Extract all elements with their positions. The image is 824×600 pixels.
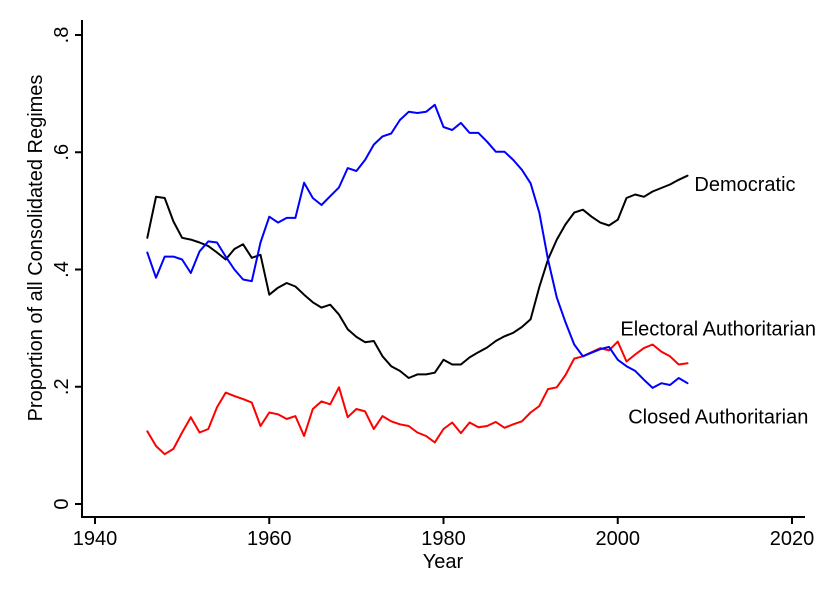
x-tick-label: 2000 [596, 528, 641, 550]
y-axis-title: Proportion of all Consolidated Regimes [25, 75, 47, 422]
series-line-closed-authoritarian [146, 103, 689, 389]
series-layer [146, 103, 689, 456]
series-line-democratic [146, 174, 689, 379]
annotation-layer: Democratic Electoral Authoritarian Closed … [620, 174, 816, 429]
x-tick-label: 1960 [247, 528, 292, 550]
x-tick-label: 1940 [73, 528, 118, 550]
y-tick-label: .6 [51, 144, 73, 161]
series-label-electoral-authoritarian: Electoral Authoritarian [620, 319, 816, 341]
y-tick-label: .4 [51, 261, 73, 278]
x-tick-label: 1980 [421, 528, 466, 550]
y-tick-label: .8 [51, 27, 73, 44]
x-axis-title: Year [423, 551, 464, 573]
series-label-democratic: Democratic [694, 174, 795, 196]
axes-layer: 0 .2 .4 .6 .8 1940 1960 1980 2000 2020 [51, 20, 814, 550]
y-tick-label: 0 [51, 498, 73, 509]
series-line-electoral-authoritarian [146, 340, 689, 456]
series-label-closed-authoritarian: Closed Authoritarian [628, 407, 808, 429]
y-tick-label: .2 [51, 378, 73, 395]
x-tick-label: 2020 [770, 528, 815, 550]
